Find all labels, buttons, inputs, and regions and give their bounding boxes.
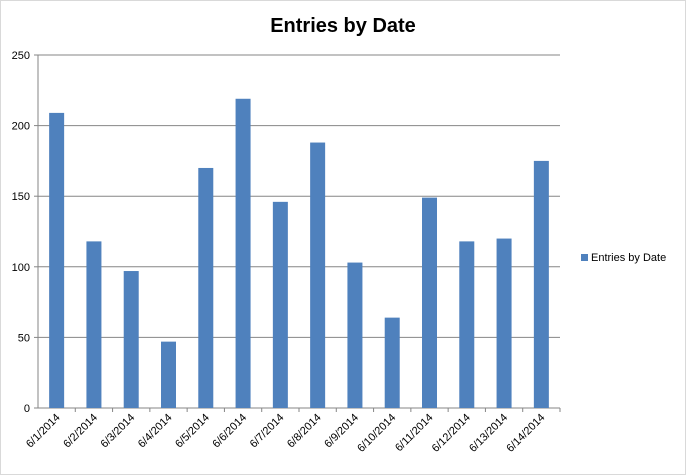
y-tick-label: 100 <box>12 262 30 274</box>
y-tick-label: 250 <box>12 50 30 62</box>
y-tick-label: 50 <box>18 332 30 344</box>
chart-title: Entries by Date <box>270 15 416 37</box>
bar <box>459 241 475 408</box>
bar <box>496 238 512 408</box>
legend-label: Entries by Date <box>591 252 666 264</box>
bar <box>161 341 176 408</box>
legend-swatch <box>581 254 588 261</box>
bar <box>310 142 326 408</box>
y-tick-label: 0 <box>24 403 30 415</box>
bar <box>49 112 65 408</box>
bar <box>235 98 251 408</box>
bar <box>347 262 363 408</box>
bar <box>384 317 400 408</box>
bar <box>123 271 139 408</box>
bar <box>422 197 437 408</box>
bar <box>533 160 549 408</box>
y-tick-label: 150 <box>12 191 30 203</box>
bar <box>86 241 102 408</box>
y-tick-label: 200 <box>12 121 30 133</box>
bar <box>272 201 288 408</box>
bar <box>198 167 214 408</box>
